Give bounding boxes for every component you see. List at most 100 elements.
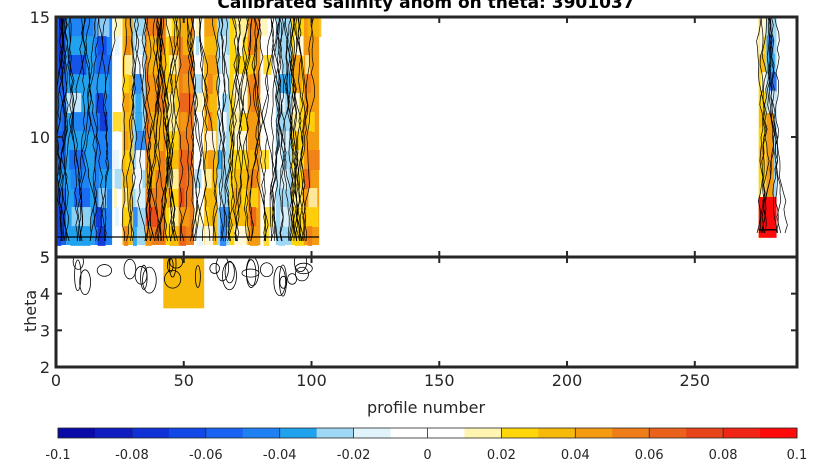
colorbar-level bbox=[353, 428, 392, 438]
band-8-cell bbox=[182, 74, 193, 94]
contour-line bbox=[195, 17, 208, 242]
contour-line bbox=[223, 17, 234, 242]
contour-line bbox=[137, 17, 148, 242]
lower-contour bbox=[142, 266, 157, 294]
lower-contour bbox=[168, 257, 177, 278]
band-5-cell bbox=[135, 93, 142, 113]
y-tick-label: 3 bbox=[40, 321, 50, 340]
lower-contour bbox=[279, 275, 288, 289]
contour-line bbox=[56, 17, 70, 242]
colorbar-level bbox=[427, 428, 465, 438]
band-4-cell bbox=[124, 188, 129, 208]
band-5-cell bbox=[132, 226, 137, 246]
contour-line bbox=[301, 17, 315, 242]
contour-line bbox=[251, 17, 266, 242]
colorbar-tick-label: 0.04 bbox=[561, 448, 590, 463]
band-5-cell bbox=[133, 74, 142, 94]
band-5-cell bbox=[134, 55, 144, 75]
band-9-cell bbox=[194, 150, 202, 170]
band-12-cell bbox=[233, 188, 242, 208]
band-3-cell bbox=[112, 74, 121, 94]
band-17-cell bbox=[307, 226, 313, 246]
contour-line bbox=[263, 17, 275, 242]
band-2-cell bbox=[96, 93, 104, 113]
band-2-cell bbox=[95, 207, 102, 227]
band-7-cell bbox=[167, 188, 172, 208]
band-7-cell bbox=[167, 169, 179, 189]
contour-line bbox=[244, 17, 253, 242]
band-12-cell bbox=[234, 93, 249, 113]
band-5-cell bbox=[135, 131, 146, 151]
contour-line bbox=[71, 17, 83, 242]
band-4-cell bbox=[123, 74, 129, 94]
contour-line bbox=[121, 17, 127, 242]
band-3-cell bbox=[113, 188, 118, 208]
colorbar-tick-label: 0.02 bbox=[487, 448, 516, 463]
contour-line bbox=[84, 17, 100, 242]
contour-line bbox=[234, 17, 252, 242]
colorbar: -0.1 -0.08 -0.06 -0.04 -0.02 0 0.02 0.04 0.06 0.0… bbox=[45, 427, 807, 463]
band-4-cell bbox=[124, 93, 130, 113]
y-tick-label: 4 bbox=[40, 285, 50, 304]
contour-line bbox=[62, 17, 75, 242]
contour-line bbox=[277, 17, 286, 242]
band-4-cell bbox=[124, 36, 131, 56]
y-tick-label: 5 bbox=[40, 248, 50, 267]
band-17-cell bbox=[304, 74, 312, 94]
band-0-cell bbox=[58, 169, 66, 189]
band-9-cell bbox=[196, 112, 204, 132]
colorbar-level bbox=[131, 428, 170, 438]
colorbar-tick-label: -0.1 bbox=[45, 448, 70, 463]
band-10-cell bbox=[205, 131, 217, 151]
band-18-cell bbox=[760, 182, 765, 202]
band-12-cell bbox=[234, 131, 250, 151]
band-3-cell bbox=[114, 226, 119, 246]
lower-contour bbox=[273, 266, 286, 296]
y-axis-label: theta bbox=[21, 290, 40, 332]
contour-line bbox=[270, 17, 290, 242]
colorbar-level bbox=[390, 428, 428, 438]
contour-line bbox=[304, 17, 315, 242]
band-6-cell bbox=[145, 207, 158, 227]
band-0-cell bbox=[58, 36, 65, 56]
band-3-cell bbox=[115, 93, 119, 113]
band-0-cell bbox=[56, 93, 63, 113]
contour-line bbox=[212, 17, 222, 242]
band-19-cell bbox=[769, 72, 777, 92]
band-17-cell bbox=[304, 93, 312, 113]
band-18-cell bbox=[758, 164, 762, 184]
band-10-cell bbox=[207, 74, 213, 94]
contour-line bbox=[292, 17, 304, 242]
lower-axis-ticks: 0 50 100 150 200 250 2 3 4 5 bbox=[40, 248, 797, 390]
y-tick-label: 15 bbox=[30, 8, 50, 27]
band-9-cell bbox=[196, 226, 204, 246]
colorbar-level bbox=[538, 428, 576, 438]
lower-contour bbox=[224, 260, 235, 284]
band-13-cell bbox=[249, 226, 259, 246]
contour-line bbox=[289, 17, 300, 242]
colorbar-tick-label: -0.06 bbox=[189, 448, 223, 463]
band-16-cell bbox=[292, 169, 297, 189]
colorbar-level bbox=[686, 428, 724, 438]
band-11-cell bbox=[220, 17, 230, 37]
contour-line bbox=[153, 17, 165, 242]
contour-line bbox=[762, 17, 774, 234]
band-8-cell bbox=[181, 55, 192, 75]
colorbar-tick-label: 0 bbox=[423, 448, 431, 463]
band-13-cell bbox=[249, 150, 256, 170]
band-14-cell bbox=[262, 74, 268, 94]
contour-line bbox=[234, 17, 254, 242]
colorbar-level bbox=[575, 428, 613, 438]
contour-line bbox=[766, 17, 788, 234]
contour-line bbox=[288, 17, 296, 242]
chart-title: Calibrated salinity anom on theta: 39010… bbox=[217, 0, 634, 13]
lower-contour bbox=[294, 266, 309, 282]
contour-line bbox=[67, 17, 82, 242]
band-17-cell bbox=[307, 131, 313, 151]
x-tick-label: 0 bbox=[51, 371, 61, 390]
lower-contour bbox=[293, 257, 308, 273]
contour-line bbox=[58, 17, 69, 242]
band-3-cell bbox=[113, 17, 121, 37]
contour-line bbox=[160, 17, 169, 242]
band-0-cell bbox=[57, 131, 67, 151]
